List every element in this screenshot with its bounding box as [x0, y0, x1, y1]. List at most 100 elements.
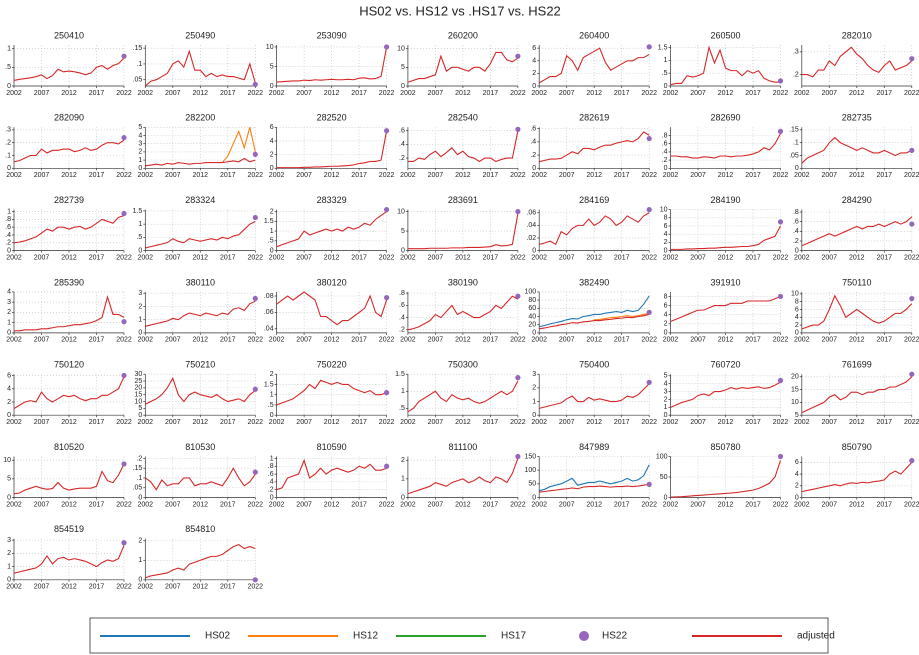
panel-title: 282739	[54, 195, 84, 205]
hs22-point	[252, 295, 258, 302]
x-tick-label: 2022	[510, 172, 526, 179]
x-tick-label: 2017	[220, 337, 236, 344]
x-tick-label: 2002	[269, 90, 285, 97]
x-tick-label: 2017	[614, 254, 630, 261]
y-tick-label: .1	[136, 475, 142, 482]
y-tick-label: 6	[795, 459, 799, 466]
x-tick-label: 2002	[794, 501, 810, 508]
x-tick-label: 2007	[559, 172, 575, 179]
y-tick-label: 100	[525, 467, 537, 474]
x-tick-label: 2017	[89, 254, 105, 261]
x-tick-label: 2012	[455, 254, 471, 261]
y-tick-label: 5	[270, 63, 274, 70]
y-tick-label: 1.5	[264, 381, 274, 388]
y-tick-label: 6	[270, 124, 274, 131]
y-tick-label: 5	[664, 373, 668, 380]
x-tick-label: 2022	[904, 90, 919, 97]
series-line	[539, 464, 650, 492]
y-tick-label: .2	[793, 238, 799, 245]
x-tick-label: 2012	[849, 90, 865, 97]
x-tick-label: 2022	[773, 90, 789, 97]
series-line	[801, 294, 913, 330]
x-tick-label: 2007	[690, 419, 706, 426]
series-line	[539, 313, 650, 330]
x-tick-label: 2022	[116, 172, 132, 179]
y-tick-label: 1.5	[658, 44, 668, 51]
y-tick-label: .1	[5, 152, 11, 159]
y-tick-label: .05	[133, 485, 143, 492]
series-line	[13, 57, 125, 81]
x-tick-label: 2017	[351, 501, 367, 508]
y-tick-label: 10	[397, 208, 405, 215]
x-tick-label: 2022	[510, 254, 526, 261]
x-tick-label: 2017	[877, 254, 893, 261]
x-tick-label: 2002	[663, 254, 679, 261]
hs22-point	[515, 208, 521, 215]
y-tick-label: 4	[7, 386, 11, 393]
y-tick-label: 40	[528, 313, 536, 320]
x-tick-label: 2002	[6, 337, 22, 344]
y-tick-label: .2	[530, 152, 536, 159]
y-tick-label: 5	[138, 405, 142, 412]
series-line	[801, 461, 913, 493]
x-tick-label: 2022	[641, 172, 657, 179]
y-tick-label: 10	[3, 457, 11, 464]
y-tick-label: 0	[401, 247, 405, 254]
x-tick-label: 2022	[641, 337, 657, 344]
x-tick-label: 2017	[220, 254, 236, 261]
hs22-point	[252, 214, 258, 221]
y-tick-label: .8	[793, 209, 799, 216]
x-tick-label: 2007	[428, 501, 444, 508]
panel-title: 380110	[186, 277, 215, 287]
panel-title: 854810	[185, 524, 215, 534]
x-tick-label: 2002	[400, 501, 416, 508]
y-tick-label: 0	[795, 165, 799, 172]
x-tick-label: 2007	[34, 337, 50, 344]
y-tick-label: 5	[401, 228, 405, 235]
panel-title: 750400	[579, 360, 609, 370]
y-tick-label: 50	[660, 474, 668, 481]
panel-title: 282619	[579, 113, 609, 123]
y-tick-label: .2	[5, 140, 11, 147]
x-tick-label: 2007	[296, 254, 312, 261]
x-tick-label: 2017	[877, 172, 893, 179]
series-line	[145, 157, 256, 167]
y-tick-label: 2	[138, 538, 142, 545]
y-tick-label: 0	[7, 83, 11, 90]
x-tick-label: 2017	[745, 337, 761, 344]
x-tick-label: 2007	[690, 172, 706, 179]
legend-label: adjusted	[797, 631, 835, 642]
panel-title: 810530	[185, 442, 215, 452]
x-tick-label: 2017	[614, 172, 630, 179]
y-tick-label: 1	[532, 398, 536, 405]
panel-title: 847989	[579, 442, 609, 452]
y-tick-label: .06	[264, 309, 274, 316]
x-tick-label: 2017	[483, 501, 499, 508]
y-tick-label: 6	[664, 302, 668, 309]
y-tick-label: 50	[528, 481, 536, 488]
hs22-point	[515, 375, 521, 381]
y-tick-label: 0	[7, 494, 11, 501]
x-tick-label: 2002	[400, 337, 416, 344]
y-tick-label: 15	[135, 392, 143, 399]
x-tick-label: 2002	[269, 254, 285, 261]
hs22-point	[909, 371, 915, 377]
x-tick-label: 2002	[400, 254, 416, 261]
y-tick-label: 4	[7, 289, 11, 296]
panel-title: 810520	[54, 442, 84, 452]
x-tick-label: 2022	[773, 501, 789, 508]
x-tick-label: 2012	[193, 501, 209, 508]
panel-title: 750110	[842, 277, 871, 287]
x-tick-label: 2012	[193, 419, 209, 426]
x-tick-label: 2017	[351, 337, 367, 344]
panel-title: 253090	[317, 30, 347, 40]
x-tick-label: 2002	[663, 337, 679, 344]
x-tick-label: 2007	[559, 90, 575, 97]
y-tick-label: 0	[7, 412, 11, 419]
x-tick-label: 2022	[379, 419, 395, 426]
y-tick-label: 60	[528, 305, 536, 312]
panel-title: 260200	[448, 30, 478, 40]
x-tick-label: 2017	[614, 337, 630, 344]
series-line	[538, 47, 650, 84]
hs22-point	[515, 453, 521, 460]
